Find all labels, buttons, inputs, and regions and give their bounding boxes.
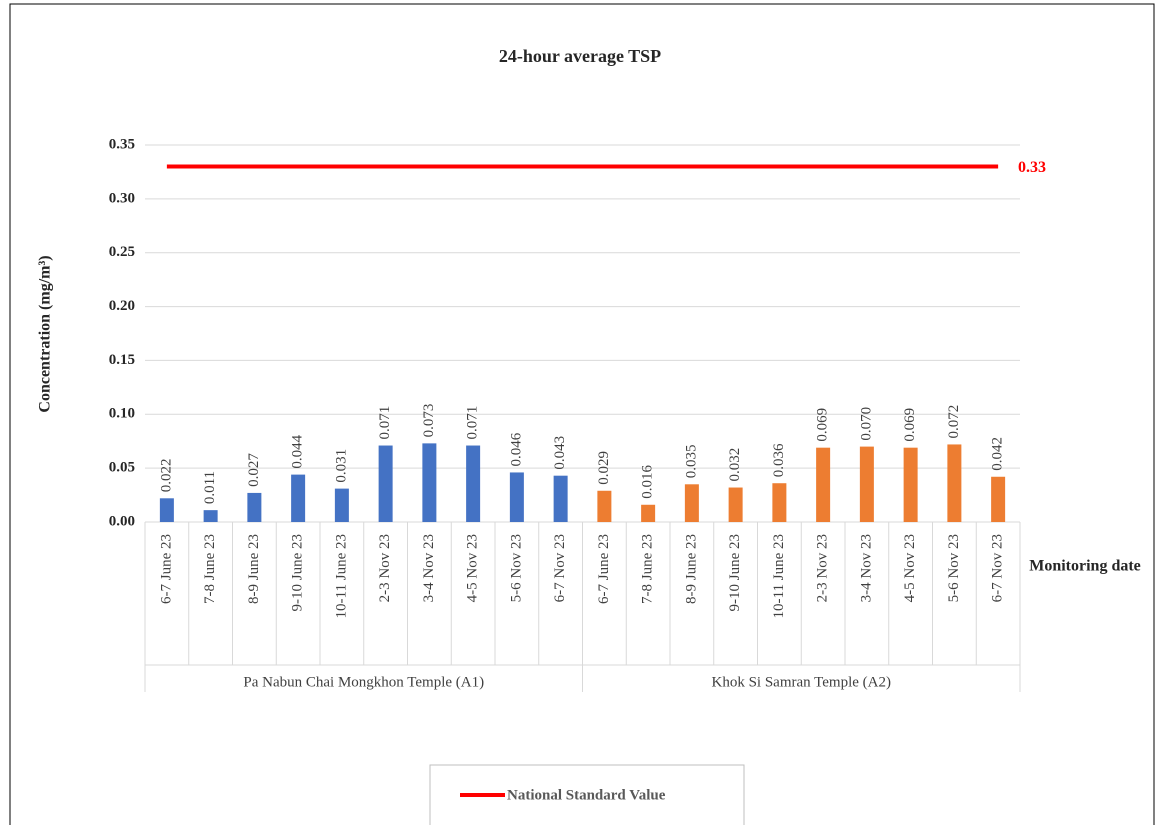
data-label: 0.044 [290, 434, 306, 468]
bar [903, 447, 918, 522]
data-label: 0.016 [640, 465, 656, 499]
data-label: 0.032 [727, 448, 743, 482]
x-tick-label: 3-4 Nov 23 [858, 534, 874, 602]
y-tick-label: 0.30 [109, 190, 135, 206]
bar [947, 444, 962, 522]
data-label: 0.031 [333, 449, 349, 483]
data-label: 0.036 [771, 443, 787, 477]
x-tick-label: 7-8 June 23 [202, 534, 218, 604]
data-label: 0.069 [902, 408, 918, 442]
x-tick-label: 6-7 Nov 23 [990, 534, 1006, 602]
data-label: 0.027 [246, 453, 262, 487]
y-tick-label: 0.25 [109, 244, 135, 260]
x-tick-label: 5-6 Nov 23 [946, 534, 962, 602]
y-tick-label: 0.15 [109, 352, 135, 368]
bar [859, 446, 874, 522]
data-label: 0.072 [946, 405, 962, 439]
bar [334, 488, 349, 522]
bar [203, 510, 218, 522]
data-label: 0.073 [421, 404, 437, 438]
x-tick-label: 3-4 Nov 23 [421, 534, 437, 602]
reference-label: 0.33 [1018, 159, 1046, 176]
x-axis-label: Monitoring date [1029, 558, 1141, 575]
bar [728, 487, 743, 522]
x-tick-label: 9-10 June 23 [727, 534, 743, 612]
x-tick-label: 4-5 Nov 23 [465, 534, 481, 602]
x-tick-label: 8-9 June 23 [246, 534, 262, 604]
bar [816, 447, 831, 522]
bar [597, 490, 612, 522]
bar [422, 443, 437, 522]
bar [553, 475, 568, 522]
bar [684, 484, 699, 522]
data-label: 0.022 [158, 459, 174, 493]
y-tick-label: 0.05 [109, 460, 135, 476]
x-tick-label: 10-11 June 23 [333, 534, 349, 618]
x-tick-label: 7-8 June 23 [640, 534, 656, 604]
x-tick-label: 2-3 Nov 23 [377, 534, 393, 602]
group-label: Khok Si Samran Temple (A2) [712, 674, 891, 690]
bar [159, 498, 174, 522]
y-tick-label: 0.20 [109, 298, 135, 314]
chart-title: 24-hour average TSP [499, 46, 661, 66]
bar [509, 472, 524, 522]
y-tick-label: 0.10 [109, 406, 135, 422]
x-tick-label: 4-5 Nov 23 [902, 534, 918, 602]
x-tick-label: 9-10 June 23 [290, 534, 306, 612]
x-tick-label: 5-6 Nov 23 [508, 534, 524, 602]
x-tick-label: 6-7 Nov 23 [552, 534, 568, 602]
data-label: 0.011 [202, 471, 218, 504]
group-label: Pa Nabun Chai Mongkhon Temple (A1) [243, 674, 484, 690]
x-tick-label: 8-9 June 23 [683, 534, 699, 604]
bar [378, 445, 393, 522]
data-label: 0.071 [465, 406, 481, 440]
legend-label: National Standard Value [507, 787, 666, 803]
y-axis-label: Concentration (mg/m³) [37, 255, 54, 412]
y-tick-label: 0.00 [109, 513, 135, 529]
data-label: 0.043 [552, 436, 568, 470]
data-label: 0.042 [990, 437, 1006, 471]
x-tick-label: 6-7 June 23 [158, 534, 174, 604]
bar [466, 445, 481, 522]
x-tick-label: 10-11 June 23 [771, 534, 787, 618]
bar [641, 504, 656, 522]
bar [291, 474, 306, 522]
bar [772, 483, 787, 522]
data-label: 0.070 [858, 407, 874, 441]
x-tick-label: 2-3 Nov 23 [815, 534, 831, 602]
data-label: 0.069 [815, 408, 831, 442]
bar [991, 476, 1006, 522]
bar [247, 492, 262, 522]
data-label: 0.029 [596, 451, 612, 485]
y-tick-label: 0.35 [109, 136, 135, 152]
data-label: 0.071 [377, 406, 393, 440]
x-tick-label: 6-7 June 23 [596, 534, 612, 604]
data-label: 0.046 [508, 432, 524, 466]
data-label: 0.035 [683, 445, 699, 479]
